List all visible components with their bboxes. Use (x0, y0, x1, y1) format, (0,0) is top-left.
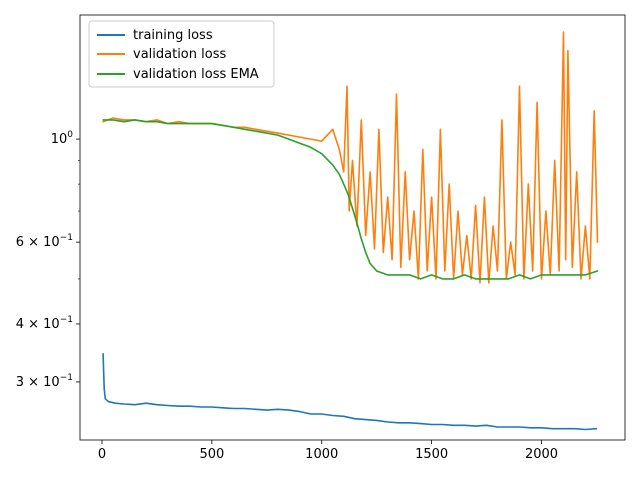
legend-label-training-loss: training loss (133, 28, 213, 43)
series-line-validation-loss (102, 31, 599, 284)
series-line-training-loss (102, 352, 598, 431)
series-layer (102, 31, 599, 431)
series-line-validation-loss-ema (102, 119, 599, 280)
y-tick-label: 4 × 10−1 (16, 315, 73, 332)
x-tick-label: 1500 (415, 447, 448, 462)
y-tick-label: 6 × 10−1 (16, 233, 73, 250)
legend: training loss validation loss validation… (88, 20, 275, 88)
x-tick-label: 1000 (305, 447, 338, 462)
x-axis: 0 500 1000 1500 2000 (98, 440, 558, 462)
x-tick-label: 500 (199, 447, 224, 462)
legend-label-validation-loss: validation loss (133, 47, 226, 62)
x-tick-label: 0 (98, 447, 106, 462)
y-tick-label: 100 (51, 130, 74, 147)
y-axis: 100 6 × 10−1 4 × 10−1 3 × 10−1 (16, 130, 80, 390)
plot-frame (79, 14, 626, 441)
legend-box (88, 20, 275, 88)
legend-label-validation-loss-ema: validation loss EMA (133, 67, 259, 82)
x-tick-label: 2000 (525, 447, 558, 462)
y-tick-label: 3 × 10−1 (16, 373, 73, 390)
